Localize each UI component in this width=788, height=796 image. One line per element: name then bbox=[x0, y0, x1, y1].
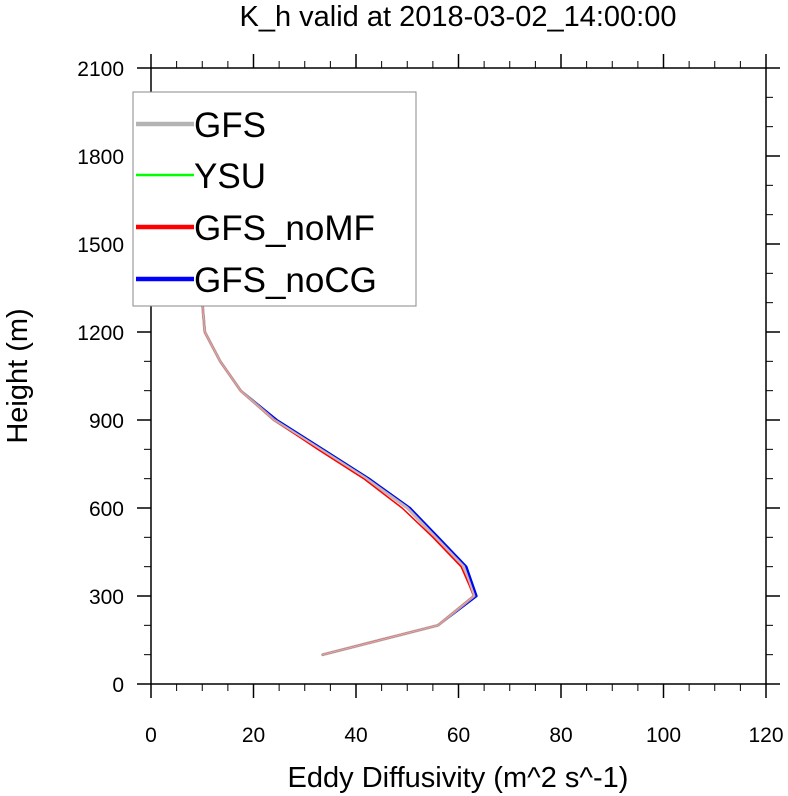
x-tick-label: 20 bbox=[242, 724, 265, 747]
chart-title: K_h valid at 2018-03-02_14:00:00 bbox=[240, 1, 677, 33]
y-tick-label: 0 bbox=[112, 674, 124, 697]
y-tick-label: 1500 bbox=[77, 234, 124, 257]
legend-box bbox=[132, 91, 417, 307]
y-tick-label: 1200 bbox=[77, 322, 124, 345]
y-axis-label: Height (m) bbox=[2, 308, 34, 443]
y-tick-label: 300 bbox=[89, 586, 124, 609]
x-tick-labels: 0 20 40 60 80 100 120 bbox=[145, 724, 783, 747]
x-axis-label: Eddy Diffusivity (m^2 s^-1) bbox=[288, 762, 629, 794]
legend-label-ysu: YSU bbox=[194, 157, 266, 196]
x-tick-label: 80 bbox=[549, 724, 572, 747]
x-tick-label: 100 bbox=[646, 724, 681, 747]
x-tick-label: 40 bbox=[344, 724, 367, 747]
y-tick-label: 1800 bbox=[77, 146, 124, 169]
plot-frame bbox=[150, 67, 767, 685]
legend: GFS YSU GFS_noMF GFS_noCG bbox=[132, 91, 417, 307]
y-tick-label: 900 bbox=[89, 410, 124, 433]
y-tick-labels: 0 300 600 900 1200 1500 1800 2100 bbox=[77, 58, 124, 697]
legend-label-gfs: GFS bbox=[194, 106, 266, 145]
y-tick-label: 2100 bbox=[77, 58, 124, 81]
legend-label-gfs-nocg: GFS_noCG bbox=[194, 261, 377, 300]
y-tick-label: 600 bbox=[89, 498, 124, 521]
x-tick-label: 60 bbox=[447, 724, 470, 747]
x-tick-label: 120 bbox=[748, 724, 783, 747]
legend-label-gfs-nomf: GFS_noMF bbox=[194, 209, 375, 248]
x-tick-label: 0 bbox=[145, 724, 157, 747]
